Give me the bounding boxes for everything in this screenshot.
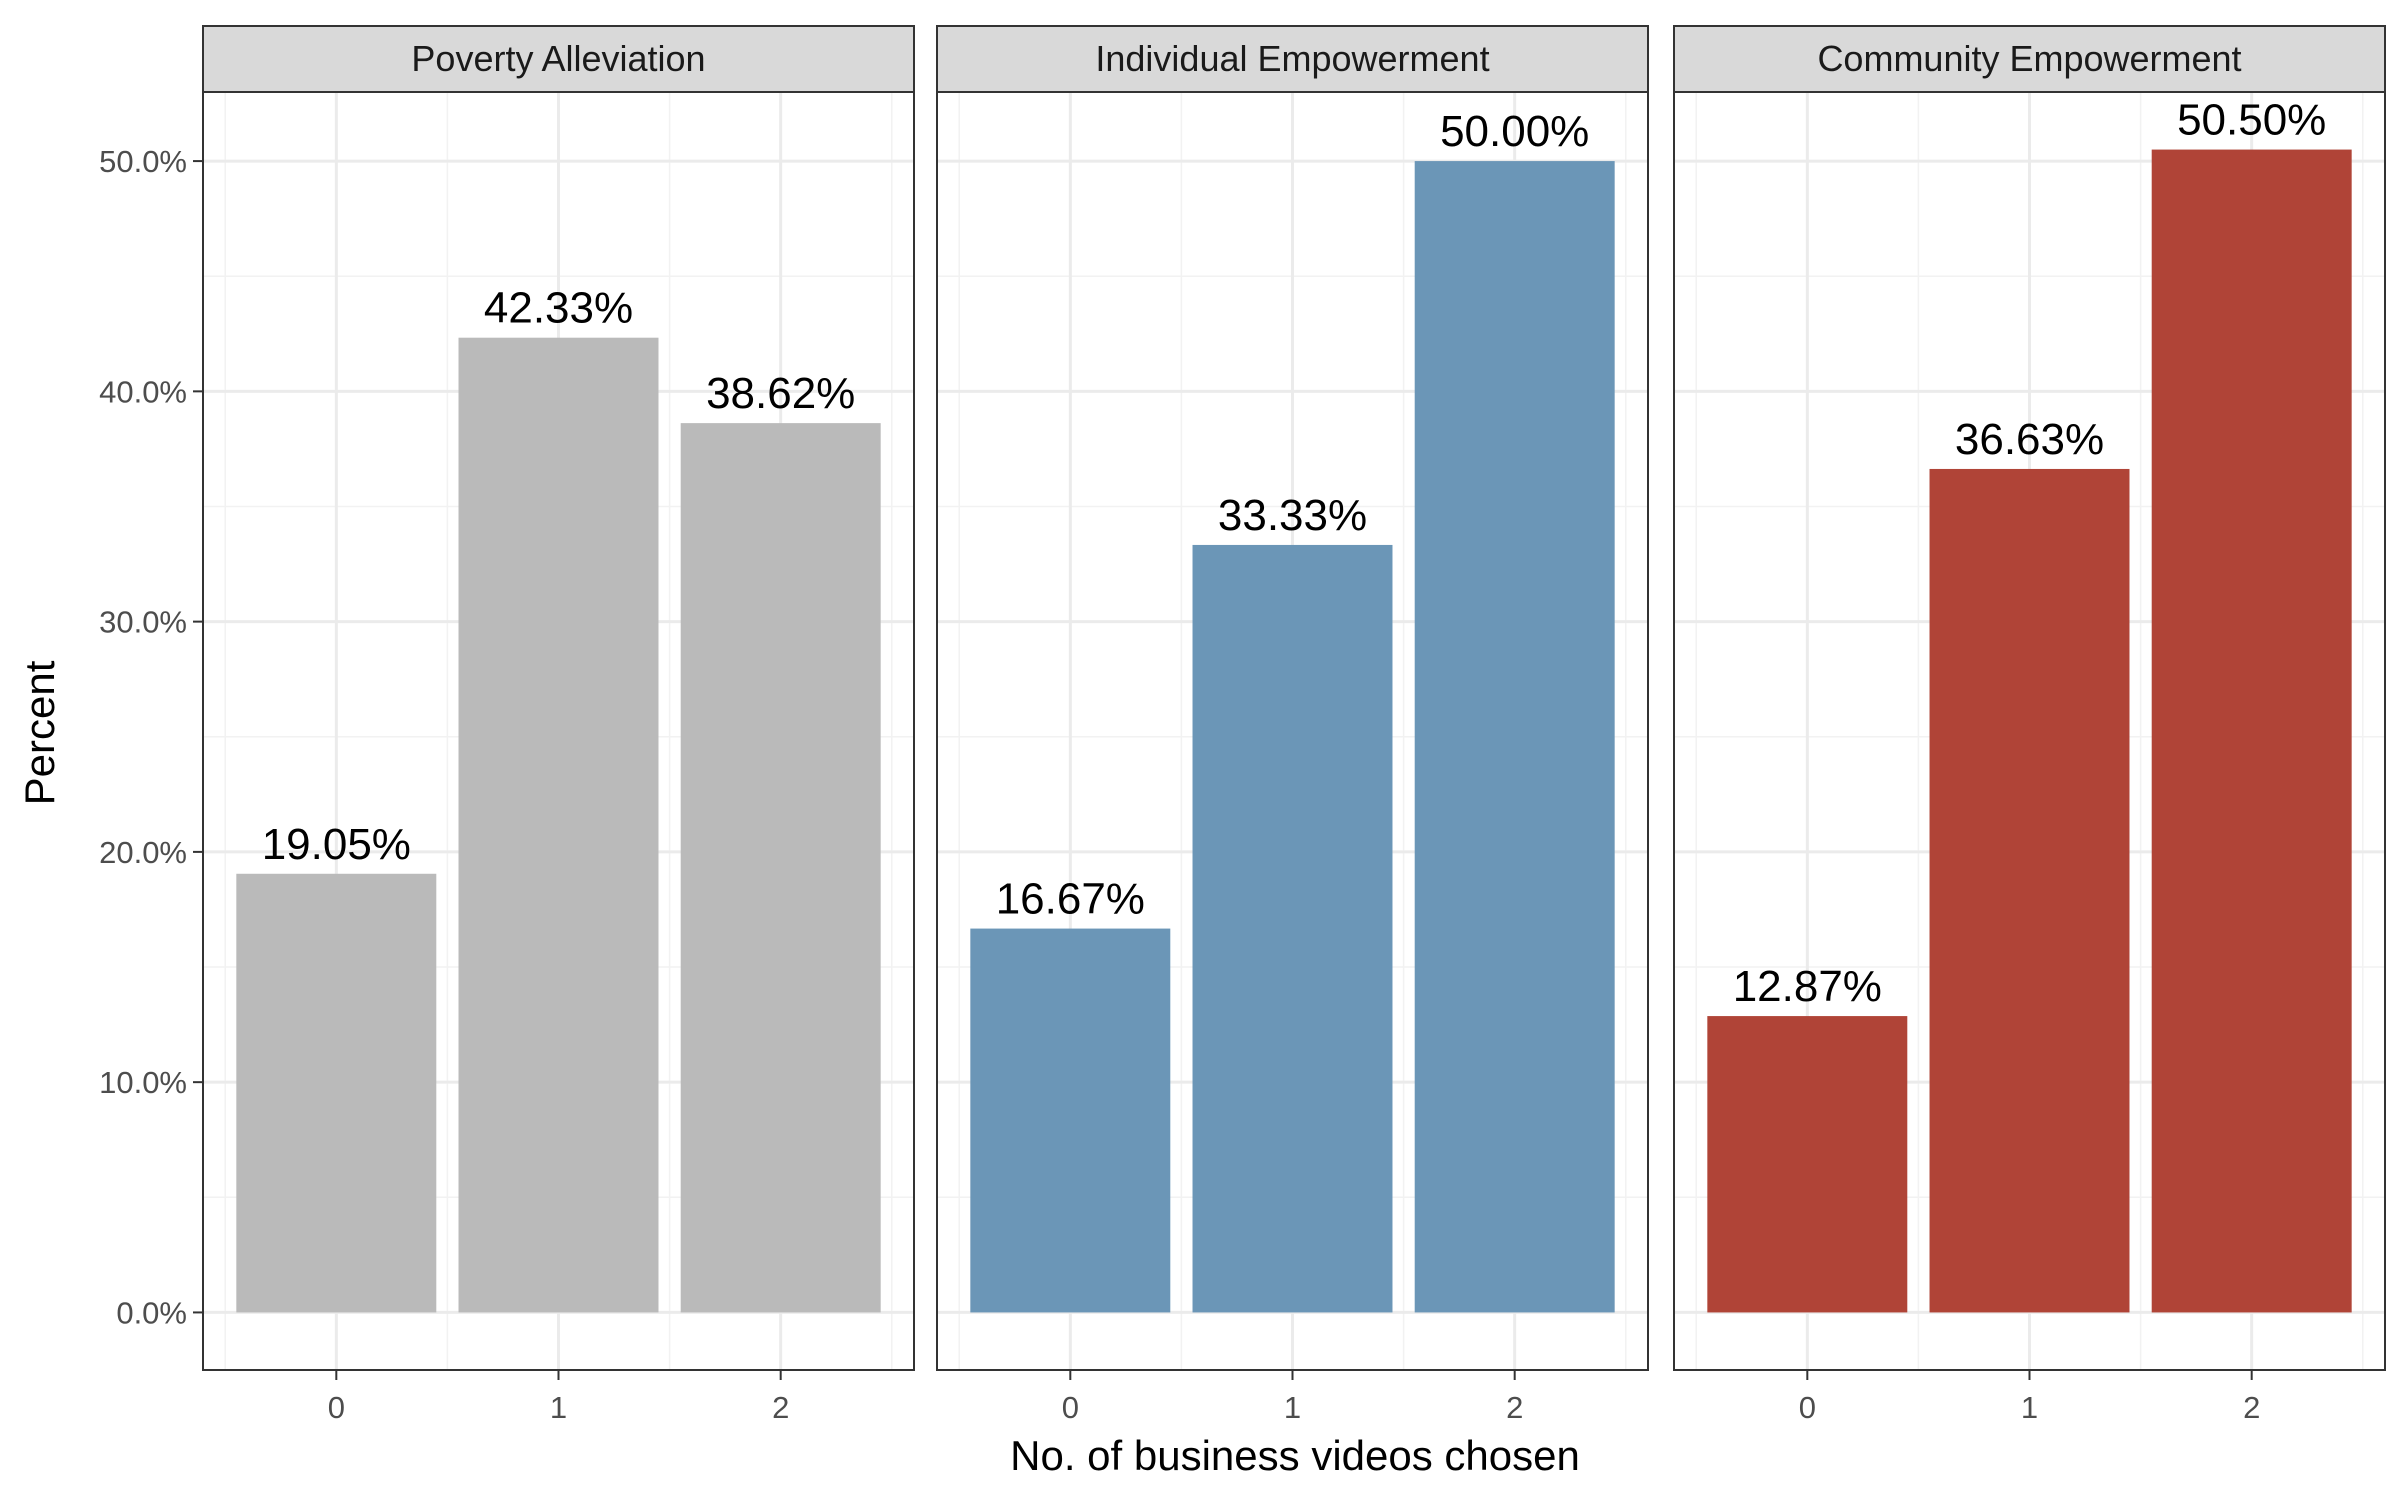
bar-data-label: 38.62% [706, 369, 855, 418]
x-tick-label: 1 [2021, 1390, 2038, 1425]
facet-panel: 16.67% 33.33% 50.00% Individual Empowerment… [936, 25, 1649, 1425]
bar [1192, 544, 1393, 1313]
x-tick-label: 0 [1799, 1390, 1816, 1425]
y-tick-label: 10.0% [99, 1065, 187, 1100]
bar [1929, 468, 2130, 1313]
facet-strip-label: Individual Empowerment [1095, 38, 1489, 79]
facet-strip [202, 25, 915, 93]
facet-strip [936, 25, 1649, 93]
x-tick-label: 1 [550, 1390, 567, 1425]
bar-data-label: 50.00% [1440, 107, 1589, 156]
y-tick-label: 30.0% [99, 605, 187, 640]
bar-data-label: 33.33% [1218, 491, 1367, 540]
bar [1414, 161, 1615, 1313]
bar [236, 873, 437, 1313]
x-tick-label: 1 [1284, 1390, 1301, 1425]
y-tick-label: 40.0% [99, 374, 187, 409]
x-tick-label: 0 [328, 1390, 345, 1425]
bar-data-label: 36.63% [1955, 415, 2104, 464]
x-tick-label: 0 [1062, 1390, 1079, 1425]
bar-data-label: 42.33% [484, 284, 633, 333]
y-tick-label: 0.0% [116, 1295, 187, 1330]
x-axis-title: No. of business videos chosen [1010, 1432, 1580, 1479]
x-tick-label: 2 [772, 1390, 789, 1425]
bar-data-label: 50.50% [2177, 96, 2326, 145]
bar-data-label: 16.67% [996, 875, 1145, 924]
facet-strip [1673, 25, 2386, 93]
bar [1707, 1016, 1908, 1313]
facet-strip-label: Poverty Alleviation [411, 38, 705, 79]
bar [2151, 149, 2352, 1313]
y-axis-title: Percent [16, 660, 63, 805]
facet-panel: 19.05% 42.33% 38.62% Poverty Alleviation 0 1 2 [202, 25, 915, 1425]
y-tick-label: 50.0% [99, 144, 187, 179]
x-tick-label: 2 [2243, 1390, 2260, 1425]
bar [680, 423, 881, 1313]
facet-strip-label: Community Empowerment [1817, 38, 2241, 79]
y-tick-label: 20.0% [99, 835, 187, 870]
bar-data-label: 19.05% [262, 820, 411, 869]
facet-panel: 12.87% 36.63% 50.50% Community Empowerment 0… [1673, 25, 2386, 1425]
x-tick-label: 2 [1506, 1390, 1523, 1425]
y-axis: 0.0% 10.0% 20.0% 30.0% 40.0% 50.0% [99, 144, 203, 1330]
bar [970, 928, 1171, 1313]
bar [458, 337, 659, 1313]
bar-data-label: 12.87% [1733, 962, 1882, 1011]
